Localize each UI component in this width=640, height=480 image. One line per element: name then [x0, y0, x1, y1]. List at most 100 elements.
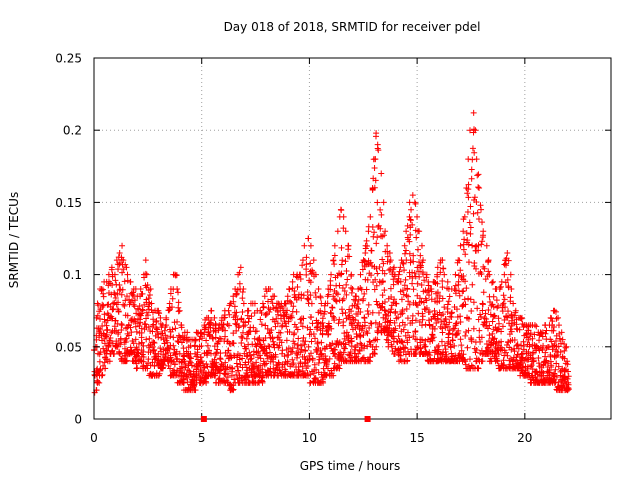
data-point — [463, 229, 470, 236]
x-tick-label: 20 — [517, 431, 532, 445]
data-point — [176, 307, 183, 314]
data-point — [540, 370, 547, 377]
data-point — [465, 194, 472, 201]
data-point — [431, 325, 438, 332]
data-point — [310, 330, 317, 337]
data-point — [301, 341, 308, 348]
data-point — [138, 325, 145, 332]
data-point — [441, 342, 448, 349]
data-point — [551, 354, 558, 361]
data-point — [557, 349, 564, 356]
data-point — [397, 278, 404, 285]
data-point — [391, 273, 398, 280]
data-point — [352, 297, 359, 304]
data-point — [545, 343, 552, 350]
data-point — [559, 336, 566, 343]
data-point — [133, 310, 140, 317]
data-point — [457, 313, 464, 320]
data-point — [414, 213, 421, 220]
data-point — [114, 343, 121, 350]
data-point — [271, 341, 278, 348]
data-point — [548, 364, 555, 371]
data-point — [266, 343, 273, 350]
data-point — [474, 365, 481, 372]
data-point — [133, 344, 140, 351]
data-point — [148, 300, 155, 307]
data-point — [327, 309, 334, 316]
data-point — [457, 318, 464, 325]
data-point — [156, 310, 163, 317]
data-point — [470, 325, 477, 332]
data-point — [239, 289, 246, 296]
data-point — [211, 314, 218, 321]
data-point — [378, 211, 385, 218]
data-point — [297, 359, 304, 366]
data-point — [325, 330, 332, 337]
data-point — [119, 322, 126, 329]
data-point — [116, 349, 123, 356]
data-point — [315, 286, 322, 293]
data-point — [491, 313, 498, 320]
data-point — [409, 280, 416, 287]
data-point — [222, 333, 229, 340]
data-point — [259, 366, 266, 373]
data-point — [396, 268, 403, 275]
data-point — [330, 313, 337, 320]
data-point — [478, 271, 485, 278]
data-point — [409, 192, 416, 199]
data-point — [329, 304, 336, 311]
data-point — [298, 320, 305, 327]
data-point — [490, 278, 497, 285]
data-point — [561, 347, 568, 354]
data-point — [539, 368, 546, 375]
data-point — [97, 326, 104, 333]
data-point — [233, 309, 240, 316]
data-point — [359, 297, 366, 304]
data-point — [565, 379, 572, 386]
data-point — [460, 216, 467, 223]
data-point — [375, 222, 382, 229]
data-point — [151, 339, 158, 346]
data-point — [257, 316, 264, 323]
data-point — [475, 171, 482, 178]
data-point — [473, 199, 480, 206]
data-point — [474, 209, 481, 216]
data-point — [331, 252, 338, 259]
data-point — [251, 300, 258, 307]
data-point — [412, 317, 419, 324]
data-point — [163, 316, 170, 323]
data-point — [136, 312, 143, 319]
data-point — [230, 340, 237, 347]
data-point — [288, 312, 295, 319]
data-point — [295, 363, 302, 370]
data-point — [257, 362, 264, 369]
data-point — [111, 350, 118, 357]
data-point — [407, 231, 414, 238]
data-point — [120, 301, 127, 308]
data-point — [373, 343, 380, 350]
data-point — [464, 190, 471, 197]
data-point — [484, 325, 491, 332]
data-point — [215, 327, 222, 334]
y-tick-label: 0.05 — [55, 340, 82, 354]
data-point — [404, 329, 411, 336]
data-point — [464, 208, 471, 215]
data-point — [299, 323, 306, 330]
data-point — [307, 279, 314, 286]
data-point — [303, 365, 310, 372]
data-point — [260, 304, 267, 311]
y-tick-labels: 0 0.05 0.1 0.15 0.2 0.25 — [55, 52, 82, 427]
data-point — [564, 361, 571, 368]
data-point — [319, 315, 326, 322]
data-point — [501, 361, 508, 368]
data-point — [216, 355, 223, 362]
data-point — [555, 379, 562, 386]
data-point — [124, 271, 131, 278]
data-point — [131, 297, 138, 304]
data-point — [406, 250, 413, 257]
data-point — [385, 312, 392, 319]
data-point — [552, 366, 559, 373]
data-point — [183, 373, 190, 380]
data-point — [293, 273, 300, 280]
data-point — [307, 371, 314, 378]
